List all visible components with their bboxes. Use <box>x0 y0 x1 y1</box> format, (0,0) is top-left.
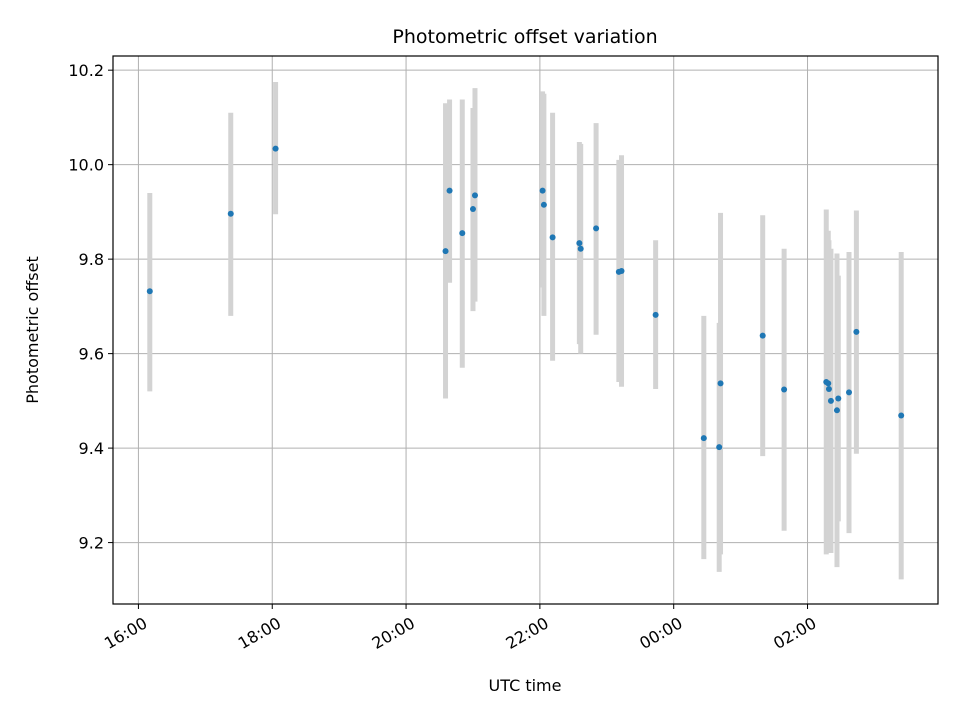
y-axis-label: Photometric offset <box>23 256 42 404</box>
data-point <box>272 145 279 152</box>
data-point <box>835 395 842 402</box>
data-point <box>652 311 659 318</box>
data-point <box>846 389 853 396</box>
data-point <box>446 187 453 194</box>
data-point <box>825 386 832 393</box>
data-point <box>898 412 905 419</box>
data-point <box>593 225 600 232</box>
data-point <box>577 245 584 252</box>
data-point <box>700 435 707 442</box>
data-points <box>146 145 905 451</box>
data-point <box>539 187 546 194</box>
data-point <box>576 240 583 247</box>
grid-lines <box>113 56 938 604</box>
data-point <box>827 397 834 404</box>
y-tick-label: 9.6 <box>79 345 104 364</box>
plot-frame <box>112 55 939 605</box>
y-tick-label: 9.4 <box>79 439 104 458</box>
data-point <box>540 201 547 208</box>
data-point <box>549 234 556 241</box>
chart-title: Photometric offset variation <box>392 26 657 48</box>
data-point <box>759 332 766 339</box>
data-point <box>469 206 476 213</box>
data-point <box>825 380 832 387</box>
data-point <box>716 444 723 451</box>
data-point <box>618 267 625 274</box>
y-tick-label: 10.0 <box>68 156 104 175</box>
y-tick-label: 9.2 <box>79 534 104 553</box>
x-axis-label: UTC time <box>489 676 562 695</box>
data-point <box>459 230 466 237</box>
y-axis-ticks: 9.2 9.4 9.6 9.8 10.0 10.2 <box>68 61 113 553</box>
data-point <box>781 386 788 393</box>
y-tick-label: 10.2 <box>68 61 104 80</box>
data-point <box>471 192 478 199</box>
data-point <box>442 248 449 255</box>
y-tick-label: 9.8 <box>79 250 104 269</box>
data-point <box>717 380 724 387</box>
data-point <box>833 407 840 414</box>
data-point <box>227 210 234 217</box>
data-point <box>146 288 153 295</box>
data-point <box>853 328 860 335</box>
